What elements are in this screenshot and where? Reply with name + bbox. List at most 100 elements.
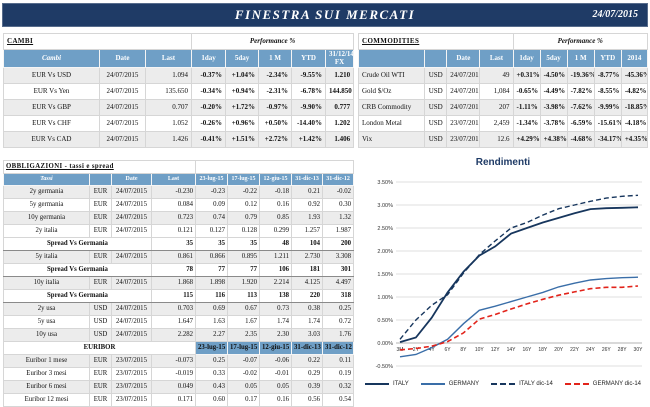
legend-label: ITALY dic-14 bbox=[519, 381, 553, 387]
cell: -2.31% bbox=[258, 83, 293, 100]
row-label: Gold $/Oz bbox=[357, 83, 426, 100]
cell: 2.214 bbox=[259, 276, 293, 290]
cell: 2.282 bbox=[150, 328, 197, 342]
column-header: 2014 bbox=[620, 49, 649, 68]
column-header: 12-giu-15 bbox=[259, 341, 293, 355]
cell: 1.210 bbox=[325, 67, 355, 84]
table-title-row: CAMBI Performance % bbox=[2, 33, 355, 50]
table-row: Crude Oil WTI USD 24/07/2015 49 +0.31% -4.50%… bbox=[357, 67, 649, 84]
table-row: EUR Vs CHF 24/07/2015 1.052 -0.26% +0.96% +0.… bbox=[3, 115, 355, 132]
column-header: 5day bbox=[539, 49, 568, 68]
cell: 35 bbox=[227, 237, 261, 251]
cell: -2.34% bbox=[258, 67, 293, 84]
column-header: 31-dic-12 bbox=[322, 173, 355, 186]
cell: 23/07/2015 bbox=[111, 354, 152, 368]
cell: EUR bbox=[89, 224, 112, 238]
spread-label: Spread Vs Germania bbox=[3, 263, 152, 277]
section-title: CAMBI bbox=[2, 33, 193, 50]
cell: 1.63 bbox=[195, 315, 229, 329]
cell: 0.049 bbox=[150, 380, 197, 394]
cell: 1.426 bbox=[144, 131, 193, 148]
cell: 2.35 bbox=[227, 328, 261, 342]
table-row: 5y italia EUR 24/07/2015 0.861 0.866 0.895 1.2… bbox=[3, 250, 355, 264]
cell: EUR bbox=[89, 276, 112, 290]
cell: 0.121 bbox=[150, 224, 197, 238]
series-line bbox=[399, 285, 639, 351]
cell: 1.257 bbox=[291, 224, 324, 238]
content-grid: CAMBI Performance % Cambi Date Last 1day 5day 1… bbox=[2, 33, 649, 407]
row-label: CRB Commodity bbox=[357, 99, 426, 116]
chart-legend: ITALY GERMANY ITALY dic-14 GERMANY dic-14 bbox=[358, 377, 648, 391]
cell: 220 bbox=[291, 289, 324, 303]
cell: -34.17% bbox=[593, 131, 622, 148]
table-row: Euribor 3 mesi EUR 23/07/2015 -0.019 0.33 -0.… bbox=[3, 367, 355, 381]
cell: -18.85% bbox=[620, 99, 649, 116]
cell: 115 bbox=[150, 289, 197, 303]
cell: -0.22 bbox=[227, 185, 261, 199]
cell: 0.17 bbox=[227, 393, 261, 407]
cell: -8.55% bbox=[593, 83, 622, 100]
row-label: 5y italia bbox=[3, 250, 90, 264]
column-header: YTD bbox=[593, 49, 622, 68]
column-header: 23-lug-15 bbox=[195, 341, 229, 355]
spread-label: Spread Vs Germania bbox=[3, 289, 152, 303]
cell: 1.898 bbox=[195, 276, 229, 290]
cell: 49 bbox=[479, 67, 514, 84]
column-header: 23-lug-15 bbox=[195, 173, 229, 186]
cell: 23/07/2015 bbox=[446, 131, 481, 148]
row-label: 10y italia bbox=[3, 276, 90, 290]
cell: 0.16 bbox=[259, 393, 293, 407]
cell: 0.85 bbox=[259, 211, 293, 225]
cell: -19.36% bbox=[566, 67, 595, 84]
cell: 0.73 bbox=[259, 302, 293, 316]
cell: 24/07/2015 bbox=[99, 115, 146, 132]
header-bar: FINESTRA SUI MERCATI 24/07/2015 bbox=[2, 3, 648, 27]
cell: 301 bbox=[322, 263, 355, 277]
table-row: 5y germania EUR 24/07/2015 0.084 0.09 0.12 0.1… bbox=[3, 198, 355, 212]
column-header bbox=[89, 173, 112, 186]
cell: -9.90% bbox=[291, 99, 327, 116]
cell: 0.861 bbox=[150, 250, 197, 264]
cell: EUR bbox=[89, 250, 112, 264]
cell: 135.650 bbox=[144, 83, 193, 100]
cell: -4.18% bbox=[620, 115, 649, 132]
data-table: COMMODITIES Performance % Date Last 1day 5day… bbox=[357, 33, 649, 148]
cell: 1.76 bbox=[322, 328, 355, 342]
row-label: 2y usa bbox=[3, 302, 90, 316]
cell: 2.30 bbox=[259, 328, 293, 342]
cell: 113 bbox=[227, 289, 261, 303]
cell: 1.93 bbox=[291, 211, 324, 225]
commodities-table: COMMODITIES Performance % Date Last 1day 5day… bbox=[357, 33, 649, 148]
cell: 0.703 bbox=[150, 302, 197, 316]
row-label: London Metal bbox=[357, 115, 426, 132]
cell: 77 bbox=[195, 263, 229, 277]
cell: EUR bbox=[89, 380, 112, 394]
table-row: Euribor 12 mesi EUR 23/07/2015 0.171 0.60 0.1… bbox=[3, 393, 355, 407]
column-header: Date bbox=[446, 49, 481, 68]
header-date: 24/07/2015 bbox=[592, 9, 638, 20]
cell: 0.29 bbox=[291, 367, 324, 381]
cell: +4.29% bbox=[512, 131, 541, 148]
row-label: EUR Vs Yen bbox=[3, 83, 100, 100]
column-header: Tassi bbox=[3, 173, 90, 186]
table-title-row: OBBLIGAZIONI - tassi e spread bbox=[2, 160, 355, 174]
left-column: CAMBI Performance % Cambi Date Last 1day 5day 1… bbox=[2, 33, 355, 407]
cell: 24/07/2015 bbox=[111, 224, 152, 238]
row-label: EUR Vs CHF bbox=[3, 115, 100, 132]
cell: 0.74 bbox=[195, 211, 229, 225]
cell: -0.073 bbox=[150, 354, 197, 368]
cell: 1.74 bbox=[259, 315, 293, 329]
column-header: 1 M bbox=[258, 49, 293, 68]
table-row: 5y usa USD 24/07/2015 1.647 1.63 1.67 1.74 1.74… bbox=[3, 315, 355, 329]
column-header: 31/12/14 FX bbox=[325, 49, 355, 68]
column-header: Date bbox=[111, 173, 152, 186]
row-label: EUR Vs USD bbox=[3, 67, 100, 84]
cell: 4.125 bbox=[291, 276, 324, 290]
table-row: 2y germania EUR 24/07/2015 -0.230 -0.23 -0.22… bbox=[3, 185, 355, 199]
column-header bbox=[357, 49, 426, 68]
column-header: 17-lug-15 bbox=[227, 341, 261, 355]
cell: 4.497 bbox=[322, 276, 355, 290]
cell: -3.78% bbox=[539, 115, 568, 132]
column-header: Date bbox=[99, 49, 146, 68]
cell: EUR bbox=[89, 185, 112, 199]
